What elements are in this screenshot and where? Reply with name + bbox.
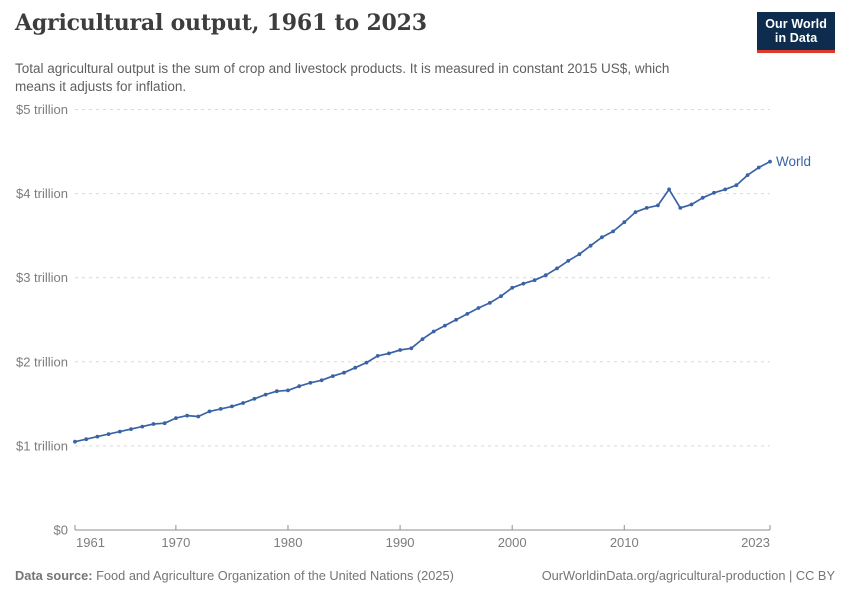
data-point-marker (712, 190, 716, 195)
credit-link[interactable]: OurWorldinData.org/agricultural-producti… (541, 568, 835, 583)
y-axis-label: $0 (54, 523, 68, 538)
data-point-marker (633, 210, 638, 215)
x-axis-label: 2023 (741, 535, 770, 550)
data-point-marker (532, 278, 537, 283)
data-point-marker (286, 388, 290, 393)
data-source: Data source: Food and Agriculture Organi… (15, 568, 454, 583)
owid-logo[interactable]: Our World in Data (757, 12, 835, 53)
data-point-marker (263, 392, 268, 397)
data-point-marker (756, 165, 761, 170)
y-axis-label: $3 trillion (16, 270, 68, 285)
data-point-marker (588, 243, 593, 248)
series-label-world: World (776, 154, 811, 169)
data-point-marker (274, 389, 279, 394)
data-point-marker (431, 329, 436, 334)
data-point-marker (218, 407, 223, 411)
data-point-marker (622, 220, 627, 225)
data-point-marker (566, 259, 571, 263)
data-point-marker (174, 416, 178, 420)
data-point-marker (95, 434, 100, 439)
data-point-marker (252, 396, 257, 401)
data-point-marker (644, 206, 649, 210)
data-point-marker (768, 159, 772, 164)
line-chart-svg: $0 $1 trillion $2 trillion $3 trillion $4 tr… (16, 102, 811, 550)
x-axis-label: 1980 (274, 535, 303, 550)
data-point-marker (297, 384, 302, 389)
data-point-marker (678, 206, 683, 210)
y-axis-label: $4 trillion (16, 186, 68, 201)
data-point-marker (409, 346, 414, 351)
data-point-marker (487, 301, 492, 305)
data-point-marker (319, 378, 324, 383)
data-point-marker (443, 323, 447, 328)
series-line-world (74, 160, 771, 443)
data-point-marker (151, 422, 156, 426)
data-point-marker (140, 424, 145, 429)
chart-footer: Data source: Food and Agriculture Organi… (15, 568, 835, 583)
x-axis-label: 2000 (498, 535, 527, 550)
data-source-label: Data source: (15, 568, 93, 583)
data-point-marker (745, 173, 750, 178)
data-point-marker (723, 187, 728, 192)
data-point-marker (342, 370, 346, 375)
data-point-marker (364, 360, 369, 365)
x-axis-label: 1961 (76, 535, 105, 550)
x-axis-label: 2010 (610, 535, 639, 550)
data-point-marker (611, 229, 615, 234)
y-axis-label: $5 trillion (16, 102, 68, 117)
data-point-marker (734, 183, 739, 188)
data-point-marker (353, 365, 358, 370)
data-point-marker (700, 195, 705, 200)
page-title: Agricultural output, 1961 to 2023 (15, 10, 427, 36)
data-point-marker (656, 203, 660, 208)
data-point-marker (577, 252, 582, 257)
data-source-text: Food and Agriculture Organization of the… (96, 568, 454, 583)
data-point-marker (84, 437, 89, 442)
data-point-marker (185, 413, 190, 418)
data-point-marker (600, 235, 604, 240)
data-point-marker (308, 380, 313, 385)
data-point-marker (465, 312, 470, 316)
data-point-marker (398, 348, 402, 352)
x-axis-label: 1990 (386, 535, 415, 550)
y-axis-label: $2 trillion (16, 354, 68, 369)
data-point-marker (375, 354, 380, 358)
data-point-marker (241, 401, 246, 405)
chart-subtitle: Total agricultural output is the sum of … (15, 60, 670, 94)
data-point-marker (521, 281, 526, 286)
data-point-marker (330, 374, 335, 378)
y-axis-label: $1 trillion (16, 438, 68, 453)
data-point-marker (117, 429, 122, 434)
x-axis-label: 1970 (161, 535, 190, 550)
chart-canvas: $0 $1 trillion $2 trillion $3 trillion $4 tr… (0, 95, 850, 560)
data-point-marker (543, 273, 548, 278)
data-point-marker (667, 187, 671, 192)
data-point-marker (499, 294, 503, 299)
data-point-marker (129, 427, 133, 431)
data-point-marker (230, 404, 234, 409)
owid-logo-line1: Our World (765, 17, 827, 31)
data-point-marker (387, 351, 391, 356)
data-point-marker (196, 414, 201, 419)
data-point-marker (454, 317, 458, 322)
data-point-marker (162, 421, 167, 426)
data-point-marker (73, 439, 77, 444)
data-point-marker (689, 202, 694, 207)
owid-logo-line2: in Data (774, 31, 818, 46)
data-point-marker (476, 306, 481, 310)
data-point-marker (207, 409, 212, 414)
data-point-marker (420, 337, 425, 341)
chart-header: Agricultural output, 1961 to 2023 Our Wo… (15, 10, 835, 95)
data-point-marker (555, 266, 559, 271)
data-point-marker (510, 285, 515, 290)
data-point-marker (106, 432, 111, 436)
